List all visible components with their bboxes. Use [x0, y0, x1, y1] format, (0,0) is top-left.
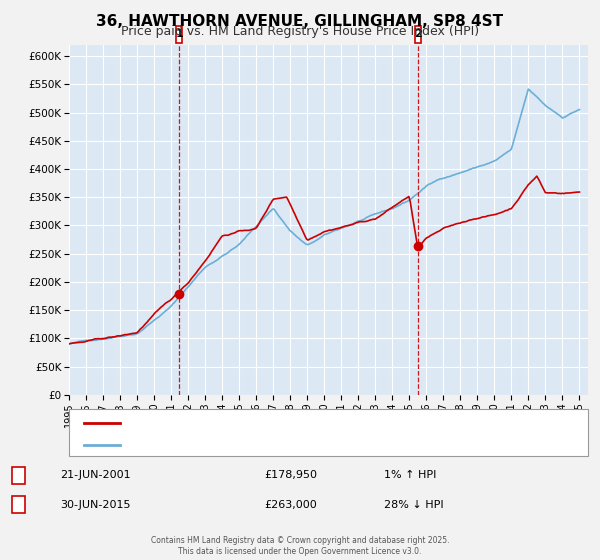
Text: 28% ↓ HPI: 28% ↓ HPI	[384, 500, 443, 510]
Text: 1% ↑ HPI: 1% ↑ HPI	[384, 470, 436, 480]
Text: 1: 1	[175, 29, 183, 39]
Text: £263,000: £263,000	[264, 500, 317, 510]
FancyBboxPatch shape	[415, 26, 421, 43]
Text: 21-JUN-2001: 21-JUN-2001	[60, 470, 131, 480]
Text: Price paid vs. HM Land Registry's House Price Index (HPI): Price paid vs. HM Land Registry's House …	[121, 25, 479, 38]
FancyBboxPatch shape	[176, 26, 182, 43]
Text: 2: 2	[15, 500, 23, 510]
Text: HPI: Average price, detached house, Dorset: HPI: Average price, detached house, Dors…	[126, 440, 340, 450]
Text: £178,950: £178,950	[264, 470, 317, 480]
Text: 36, HAWTHORN AVENUE, GILLINGHAM, SP8 4ST: 36, HAWTHORN AVENUE, GILLINGHAM, SP8 4ST	[97, 14, 503, 29]
Text: 36, HAWTHORN AVENUE, GILLINGHAM, SP8 4ST (detached house): 36, HAWTHORN AVENUE, GILLINGHAM, SP8 4ST…	[126, 418, 448, 428]
Text: Contains HM Land Registry data © Crown copyright and database right 2025.
This d: Contains HM Land Registry data © Crown c…	[151, 536, 449, 556]
Text: 1: 1	[15, 470, 23, 480]
Text: 2: 2	[414, 29, 422, 39]
Text: 30-JUN-2015: 30-JUN-2015	[60, 500, 131, 510]
